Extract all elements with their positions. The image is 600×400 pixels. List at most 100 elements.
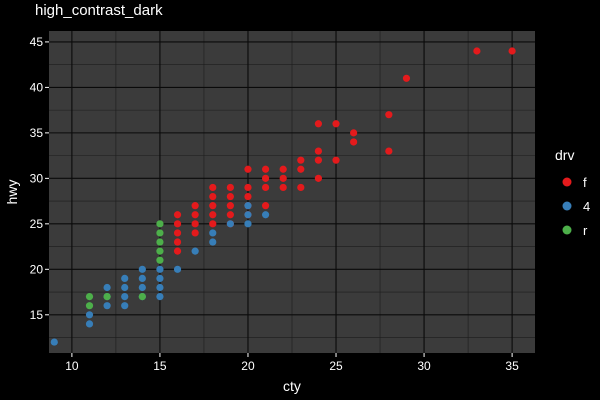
data-point-f — [209, 192, 217, 201]
y-axis-label: hwy — [4, 180, 20, 205]
data-point-f — [209, 211, 217, 219]
data-point-r — [85, 302, 94, 310]
data-point-r — [156, 229, 164, 237]
data-point-f — [297, 156, 305, 164]
data-point-f — [191, 202, 199, 210]
data-point-f — [261, 183, 270, 192]
data-point-4 — [209, 238, 217, 246]
major-gridlines — [49, 31, 535, 353]
legend-label-4: 4 — [583, 199, 590, 214]
y-tick-label: 20 — [30, 262, 44, 276]
x-tick-label: 10 — [65, 359, 79, 373]
y-axis-ticks: 15 20 25 30 35 40 45 — [30, 35, 49, 322]
data-point-4 — [121, 274, 129, 283]
data-point-4 — [244, 202, 252, 210]
data-point-4 — [85, 311, 94, 319]
data-point-f — [402, 74, 411, 82]
data-point-f — [209, 202, 217, 210]
legend-title: drv — [555, 147, 574, 163]
data-point-f — [332, 120, 340, 128]
data-point-4 — [121, 283, 129, 292]
data-point-f — [173, 211, 182, 219]
data-point-4 — [244, 220, 252, 228]
data-point-f — [297, 183, 305, 192]
data-point-r — [156, 247, 164, 255]
data-point-f — [261, 174, 270, 182]
data-point-f — [314, 147, 323, 155]
data-point-f — [332, 156, 340, 164]
data-point-f — [279, 183, 287, 192]
data-point-f — [173, 220, 182, 228]
data-point-r — [103, 293, 111, 301]
y-tick-label: 35 — [30, 126, 44, 140]
chart-title: high_contrast_dark — [35, 2, 163, 19]
data-point-f — [279, 165, 287, 173]
data-point-f — [226, 211, 234, 219]
data-point-4 — [121, 302, 129, 310]
data-point-f — [226, 183, 234, 192]
data-point-4 — [173, 265, 182, 273]
data-point-f — [209, 183, 217, 192]
minor-gridlines — [49, 31, 535, 353]
data-point-4 — [85, 320, 94, 328]
y-tick-label: 30 — [30, 171, 44, 185]
y-tick-label: 40 — [30, 80, 44, 94]
data-point-f — [191, 220, 199, 228]
x-tick-label: 20 — [241, 359, 255, 373]
data-point-f — [244, 165, 252, 173]
data-point-4 — [138, 265, 146, 273]
data-point-f — [191, 211, 199, 219]
x-tick-label: 30 — [417, 359, 431, 373]
data-point-f — [508, 47, 516, 55]
data-point-4 — [261, 211, 270, 219]
data-point-f — [173, 247, 182, 255]
data-point-f — [244, 192, 252, 201]
data-point-f — [314, 156, 323, 164]
x-tick-label: 25 — [329, 359, 343, 373]
data-point-f — [191, 229, 199, 237]
legend-key-4 — [562, 201, 572, 211]
data-point-4 — [156, 293, 164, 301]
data-point-f — [209, 220, 217, 228]
data-point-4 — [50, 338, 58, 346]
x-tick-label: 35 — [505, 359, 519, 373]
data-point-f — [385, 111, 393, 119]
data-point-f — [261, 202, 270, 210]
data-point-f — [173, 238, 182, 246]
legend-key-r — [562, 225, 572, 235]
data-point-4 — [244, 211, 252, 219]
legend-label-r: r — [583, 223, 588, 238]
x-axis-ticks: 10 15 20 25 30 35 — [65, 353, 519, 373]
data-point-r — [138, 293, 146, 301]
data-point-f — [350, 138, 358, 146]
legend-key-f — [562, 177, 572, 187]
data-point-4 — [191, 247, 199, 255]
data-point-f — [226, 202, 234, 210]
data-point-4 — [226, 220, 234, 228]
y-tick-label: 15 — [30, 308, 44, 322]
data-point-f — [350, 129, 358, 137]
data-point-r — [156, 238, 164, 246]
data-points — [50, 47, 516, 346]
data-point-4 — [209, 229, 217, 237]
x-axis-label: cty — [283, 378, 301, 394]
data-point-f — [314, 174, 323, 182]
data-point-r — [156, 220, 164, 228]
data-point-4 — [103, 283, 111, 292]
data-point-f — [297, 165, 305, 173]
x-tick-label: 15 — [153, 359, 167, 373]
data-point-4 — [156, 265, 164, 273]
data-point-f — [473, 47, 481, 55]
data-point-4 — [103, 302, 111, 310]
data-point-f — [385, 147, 393, 155]
data-point-4 — [138, 274, 146, 283]
legend-label-f: f — [583, 175, 587, 190]
y-tick-label: 25 — [30, 217, 44, 231]
y-tick-label: 45 — [30, 35, 44, 49]
data-point-r — [156, 256, 164, 264]
data-point-f — [226, 192, 234, 201]
data-point-f — [244, 183, 252, 192]
data-point-f — [173, 229, 182, 237]
data-point-f — [314, 120, 323, 128]
